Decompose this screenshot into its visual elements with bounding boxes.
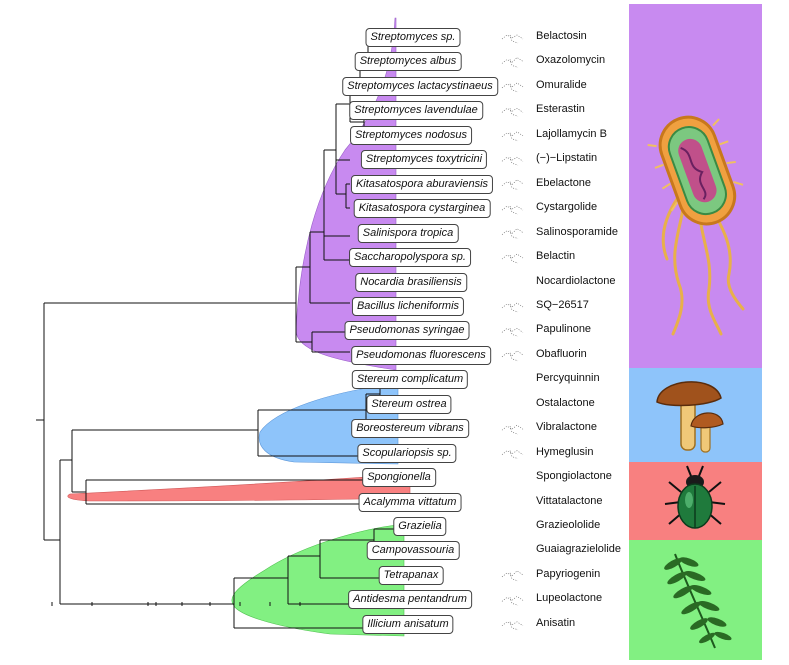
compound-name: Cystargolide — [536, 201, 598, 214]
chemical-structure-thumbnail — [501, 302, 524, 313]
insects-band — [629, 462, 762, 540]
chemical-structure-thumbnail — [501, 450, 524, 459]
chemical-structure-thumbnail — [501, 179, 524, 190]
chemical-structure-thumbnail — [501, 107, 524, 117]
compound-name: Salinosporamide — [536, 225, 618, 238]
compound-name: Anisatin — [536, 616, 576, 629]
compound-name: Papulinone — [536, 323, 592, 336]
fern-leaf-icon — [664, 553, 732, 649]
organism-label: Streptomyces lactacystinaeus — [342, 76, 498, 96]
chemical-structure-thumbnail — [501, 57, 524, 68]
organism-label: Kitasatospora cystarginea — [353, 199, 491, 219]
chemical-structure-thumbnail — [501, 228, 524, 239]
organism-label: Saccharopolyspora sp. — [349, 248, 471, 268]
compound-name: Vibralactone — [536, 421, 597, 434]
bacteria-band — [629, 4, 762, 368]
mushroom-icon — [656, 381, 724, 453]
organism-label: Kitasatospora aburaviensis — [350, 174, 494, 194]
organism-label: Antidesma pentandrum — [348, 590, 472, 610]
organism-label: Stereum complicatum — [351, 370, 469, 390]
bacterium-icon — [647, 115, 745, 336]
compound-name: Grazieololide — [536, 519, 601, 531]
chemical-structure-thumbnail — [501, 621, 524, 631]
compound-name: Hymeglusin — [536, 445, 594, 458]
compound-name: Nocardiolactone — [536, 274, 616, 287]
compound-name: Spongiolactone — [536, 470, 612, 483]
compound-name: Lajollamycin B — [536, 127, 607, 140]
organism-label: Stereum ostrea — [366, 394, 452, 414]
compound-name: Guaiagrazielolide — [536, 543, 621, 556]
compound-name: Lupeolactone — [536, 592, 603, 605]
organism-label: Nocardia brasiliensis — [355, 272, 467, 292]
compound-name: Esterastin — [536, 103, 585, 116]
compound-name: (−)−Lipstatin — [536, 152, 598, 165]
chemical-structure-thumbnail — [501, 595, 524, 606]
compound-name: Vittatalactone — [536, 494, 603, 507]
compound-name: Belactin — [536, 250, 576, 263]
chemical-structure-thumbnail — [501, 34, 524, 44]
organism-label: Boreostereum vibrans — [351, 419, 469, 439]
insects-clade-shade — [67, 473, 411, 502]
organism-label: Streptomyces lavendulae — [349, 101, 483, 121]
organism-label: Salinispora tropica — [357, 223, 459, 243]
organism-label: Spongionella — [362, 468, 436, 488]
compound-name: Omuralide — [536, 78, 587, 91]
chemical-structure-thumbnail — [501, 205, 524, 215]
organism-label: Scopulariopsis sp. — [357, 443, 457, 463]
organism-label: Streptomyces albus — [354, 52, 462, 72]
chemical-structure-thumbnail — [501, 424, 524, 435]
compound-name: Ostalactone — [536, 396, 595, 409]
chemical-structure-thumbnail — [501, 328, 524, 337]
beetle-icon — [664, 465, 726, 529]
plants-band — [629, 540, 762, 660]
chemical-structure-thumbnail — [501, 131, 524, 142]
chemical-structure-thumbnail — [501, 82, 524, 93]
organism-label: Bacillus licheniformis — [351, 296, 465, 316]
compound-name: SQ−26517 — [536, 298, 589, 311]
organism-label: Streptomyces toxytricini — [360, 150, 488, 170]
compound-name: Papyriogenin — [536, 567, 601, 580]
chemical-structure-thumbnail — [501, 156, 524, 166]
fungi-band — [629, 368, 762, 462]
compound-name: Belactosin — [536, 30, 587, 42]
organism-label: Pseudomonas syringae — [344, 321, 470, 341]
chemical-structure-thumbnail — [501, 350, 524, 362]
chemical-structure-thumbnail — [501, 253, 524, 264]
compound-name: Percyquinnin — [536, 372, 600, 385]
structure-thumbnails — [501, 34, 524, 631]
organism-label: Grazielia — [393, 517, 447, 536]
organism-label: Tetrapanax — [378, 565, 444, 585]
chemical-structure-thumbnail — [501, 570, 524, 582]
organism-label: Campovassouria — [366, 541, 460, 561]
organism-label: Pseudomonas fluorescens — [351, 345, 491, 365]
organism-label: Acalymma vittatum — [358, 492, 462, 512]
organism-label: Illicium anisatum — [362, 614, 454, 634]
compound-name: Oxazolomycin — [536, 54, 606, 67]
compound-name: Obafluorin — [536, 347, 587, 360]
compound-name: Ebelactone — [536, 176, 592, 189]
organism-label: Streptomyces nodosus — [350, 125, 472, 145]
organism-label: Streptomyces sp. — [365, 28, 461, 47]
